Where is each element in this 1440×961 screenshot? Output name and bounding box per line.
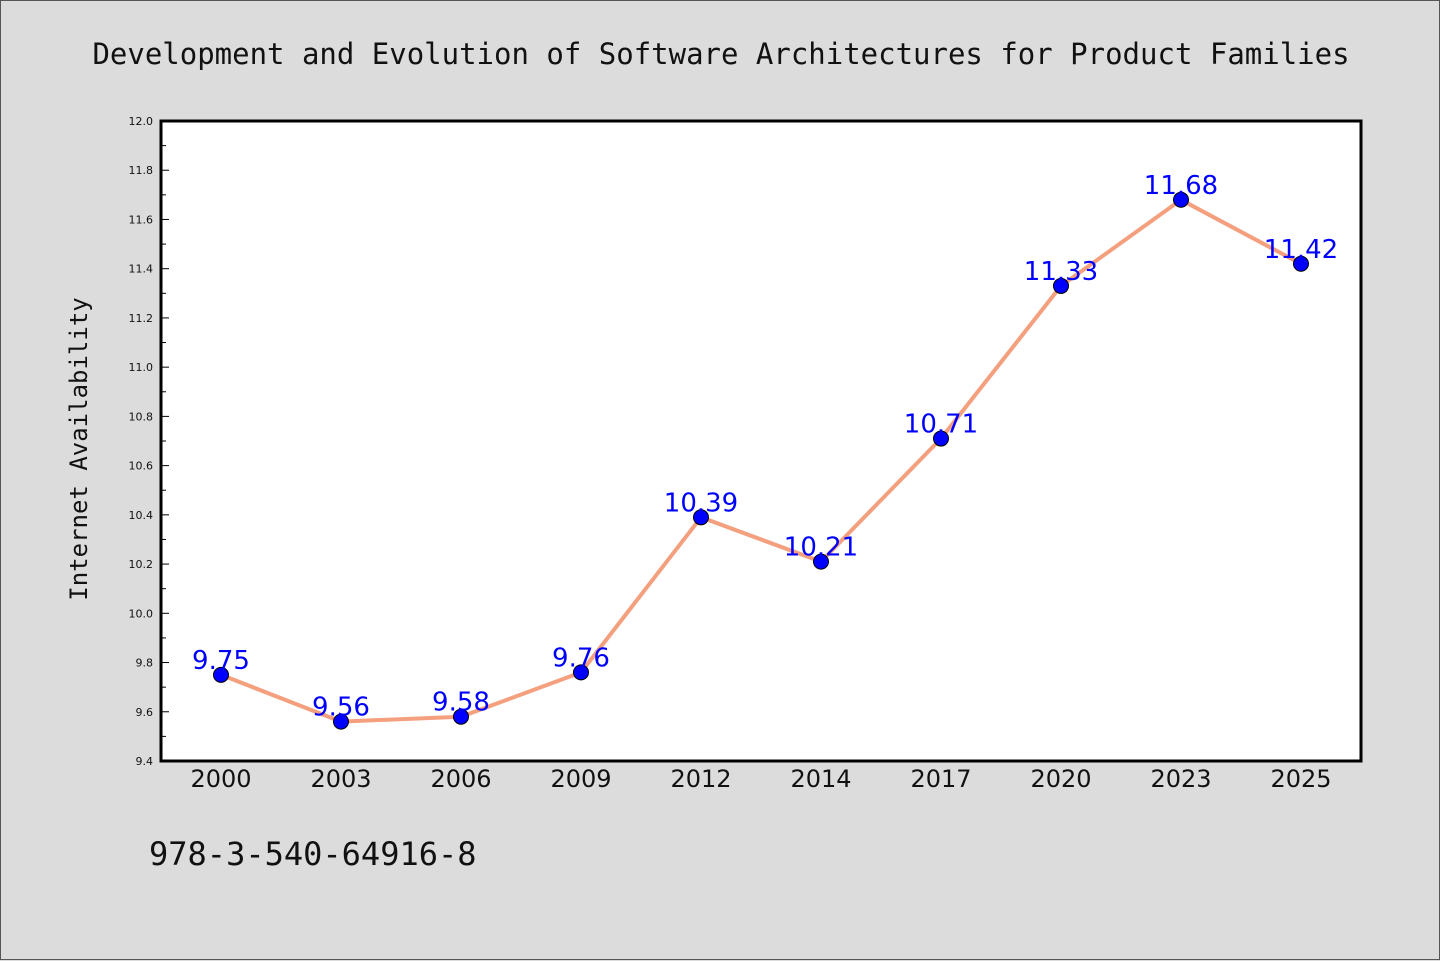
x-tick-label: 2014: [790, 765, 851, 793]
data-point-label: 9.75: [192, 646, 250, 676]
x-tick-label: 2017: [910, 765, 971, 793]
x-tick-label: 2025: [1270, 765, 1331, 793]
data-point-label: 11.68: [1144, 171, 1218, 201]
data-point-label: 9.56: [312, 693, 370, 723]
y-tick-label: 10.0: [129, 607, 154, 620]
series-line: [220, 197, 1302, 724]
x-tick-label: 2009: [550, 765, 611, 793]
footnote-isbn: 978-3-540-64916-8: [149, 835, 477, 873]
y-tick-label: 11.0: [129, 361, 154, 374]
data-point-marker: [1293, 255, 1309, 272]
x-tick-label: 2003: [310, 765, 371, 793]
y-tick-label: 10.8: [129, 410, 154, 423]
y-tick-label: 11.8: [129, 164, 154, 177]
y-tick-label: 9.4: [136, 755, 154, 768]
data-point-marker: [573, 664, 589, 681]
x-tick-label: 2012: [670, 765, 731, 793]
y-tick-label: 11.6: [129, 213, 154, 226]
y-tick-label: 10.4: [129, 509, 154, 522]
y-tick-label: 10.2: [129, 558, 154, 571]
data-point-marker: [213, 666, 229, 683]
data-point-marker: [933, 430, 949, 447]
y-tick-label: 12.0: [129, 115, 154, 128]
x-tick-label: 2023: [1150, 765, 1211, 793]
x-axis-ticks: 2000 2003 2006 2009 2012 2014 2017 2020 2023 2025: [190, 765, 1331, 793]
data-point-label: 10.71: [904, 410, 978, 440]
plot-area: [161, 121, 1361, 761]
y-axis-ticks: 9.4 9.6 9.8 10.0 10.2 10.4 10.6 10.8 11.0 11.2 11.…: [129, 115, 169, 768]
data-point-marker: [1053, 277, 1069, 294]
data-point-marker: [813, 553, 829, 570]
y-tick-label: 11.4: [129, 263, 154, 276]
x-tick-label: 2000: [190, 765, 251, 793]
data-point-marker: [453, 708, 469, 725]
data-point-marker: [1173, 191, 1189, 208]
data-point-label: 10.39: [664, 488, 738, 518]
y-axis-label: Internet Availability: [65, 297, 93, 600]
data-point-marker: [333, 713, 349, 730]
data-point-label: 10.21: [784, 533, 858, 563]
x-tick-label: 2006: [430, 765, 491, 793]
data-point-label: 9.58: [432, 688, 490, 718]
chart-title: Development and Evolution of Software Ar…: [92, 37, 1349, 71]
plot-border: [159, 119, 1363, 763]
data-point-label: 9.76: [552, 643, 610, 673]
data-labels: 9.75 9.56 9.58 9.76 10.39 10.21 10.71 11.33 11.6…: [192, 171, 1338, 723]
data-point-marker: [693, 509, 709, 526]
x-tick-label: 2020: [1030, 765, 1091, 793]
data-point-label: 11.33: [1024, 257, 1098, 287]
y-tick-label: 9.8: [136, 657, 154, 670]
y-tick-label: 11.2: [129, 312, 154, 325]
data-point-label: 11.42: [1264, 235, 1338, 265]
y-tick-label: 9.6: [136, 706, 154, 719]
data-markers: [213, 191, 1309, 730]
y-tick-label: 10.6: [129, 460, 154, 473]
